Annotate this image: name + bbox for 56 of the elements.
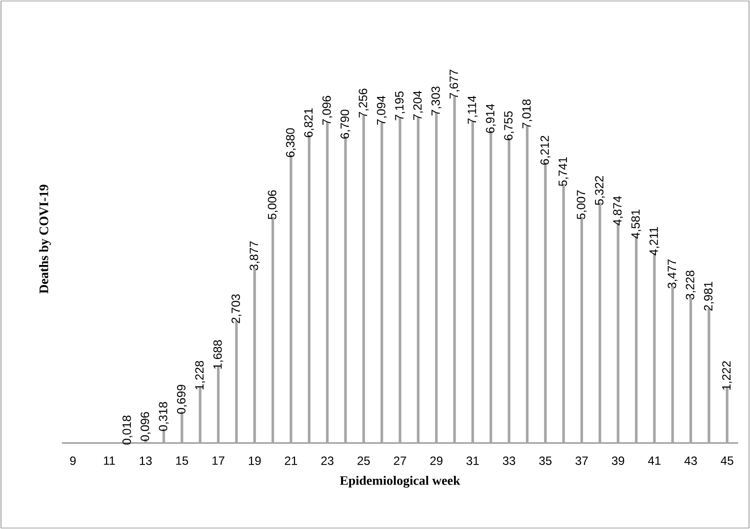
data-label: 1,688 <box>213 340 224 369</box>
data-label: 7,096 <box>322 96 332 125</box>
data-label: 1,228 <box>195 360 206 390</box>
y-axis-title: Deaths by COVI-19 <box>39 184 51 294</box>
data-label: 7,256 <box>358 88 369 118</box>
x-tick-label: 9 <box>70 456 76 465</box>
data-label: 3,477 <box>668 259 678 288</box>
x-tick-label: 13 <box>140 456 152 465</box>
data-label: 7,114 <box>468 96 478 124</box>
data-label: 7,195 <box>395 91 405 120</box>
data-label: 7,018 <box>522 99 532 128</box>
data-label: 7,204 <box>413 90 424 120</box>
data-label: 2,981 <box>704 282 714 311</box>
data-label: 4,874 <box>613 196 624 226</box>
data-label: 6,914 <box>486 104 496 133</box>
data-label: 2,703 <box>232 294 242 324</box>
x-tick-label: 21 <box>284 456 298 465</box>
data-label: 6,821 <box>304 108 314 138</box>
x-tick-label: 45 <box>720 456 734 465</box>
data-label: 7,094 <box>376 96 387 125</box>
data-label: 1,222 <box>722 361 732 390</box>
x-tick-label: 35 <box>539 456 552 465</box>
data-label: 0,096 <box>140 412 151 441</box>
x-tick-label: 27 <box>394 456 406 465</box>
x-tick-label: 41 <box>648 456 660 465</box>
data-label: 3,228 <box>686 270 696 300</box>
x-tick-label: 33 <box>502 456 516 465</box>
data-label: 6,790 <box>340 110 350 139</box>
x-axis-title: Epidemiological week <box>340 476 460 488</box>
x-tick-label: 17 <box>212 456 224 465</box>
data-label: 5,007 <box>576 190 587 220</box>
data-label: 3,877 <box>250 241 260 270</box>
x-tick-label: 19 <box>248 456 261 465</box>
x-tick-label: 37 <box>576 456 588 465</box>
data-label: 7,677 <box>450 70 460 98</box>
data-label: 0,699 <box>177 384 187 414</box>
data-label: 6,755 <box>504 111 514 140</box>
data-label: 4,211 <box>649 227 660 256</box>
data-label: 4,581 <box>631 210 642 239</box>
data-label: 6,212 <box>540 136 550 165</box>
x-tick-label: 29 <box>430 456 442 465</box>
x-tick-label: 23 <box>321 456 334 465</box>
bar <box>198 388 202 443</box>
x-tick-label: 25 <box>358 456 370 465</box>
x-tick-label: 31 <box>466 456 479 465</box>
data-label: 5,322 <box>594 176 605 205</box>
data-label: 5,741 <box>558 157 568 186</box>
data-label: 0,318 <box>158 402 169 431</box>
data-label: 7,303 <box>431 86 442 116</box>
x-tick-label: 43 <box>684 456 697 465</box>
x-tick-label: 15 <box>176 456 188 465</box>
data-label: 6,380 <box>286 128 296 158</box>
x-tick-label: 39 <box>612 456 624 465</box>
x-tick-label: 11 <box>104 456 115 465</box>
data-label: 5,006 <box>268 190 278 220</box>
data-label: 0,018 <box>122 416 132 445</box>
